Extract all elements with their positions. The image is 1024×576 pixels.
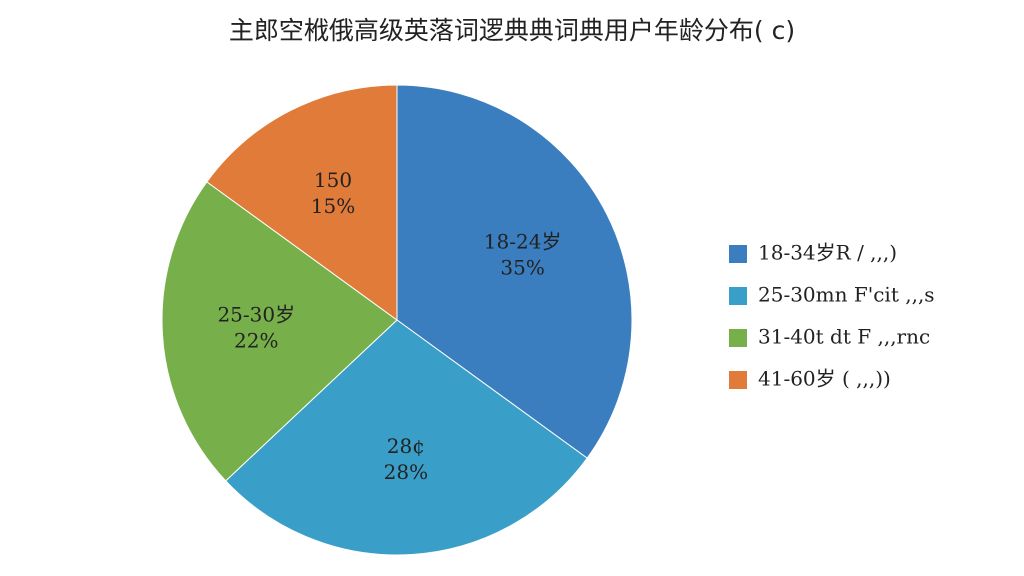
- legend-swatch: [729, 245, 747, 263]
- slice-label: 28¢: [387, 434, 425, 458]
- pie-slice: [224, 319, 588, 556]
- pie-slice: [161, 181, 398, 482]
- legend-text: 31-40t dt F ,,,rnc: [758, 325, 930, 349]
- legend-swatch: [729, 371, 747, 389]
- pie-slice: [206, 84, 398, 321]
- slice-label: 150: [314, 168, 352, 192]
- legend-text: 25-30mn F'cit ,,,s: [758, 283, 935, 307]
- legend-text: 18-34岁R / ,,,): [758, 241, 897, 265]
- chart-title: 主郎空栰俄高级英落词逻典典词典用户年龄分布( c): [229, 16, 795, 45]
- legend-text: 41-60岁 ( ,,,)): [758, 367, 891, 391]
- slice-value-label: 35%: [500, 255, 544, 279]
- slice-label: 18-24岁: [484, 229, 562, 253]
- legend-swatch: [729, 329, 747, 347]
- legend-swatch: [729, 287, 747, 305]
- slice-value-label: 22%: [234, 328, 278, 352]
- slice-label: 25-30岁: [217, 302, 295, 326]
- slice-value-label: 28%: [384, 460, 428, 484]
- slice-value-label: 15%: [311, 194, 355, 218]
- pie-slice: [396, 84, 633, 459]
